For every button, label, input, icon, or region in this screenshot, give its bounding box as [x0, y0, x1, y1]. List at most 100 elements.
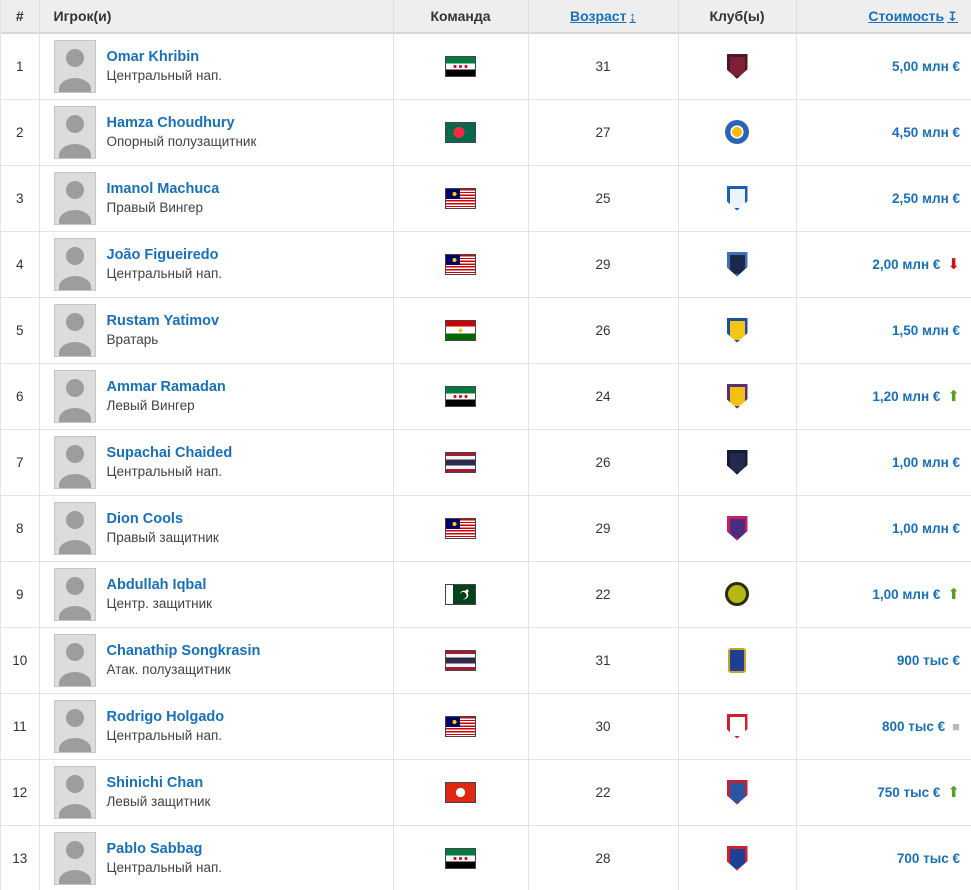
club-badge-icon[interactable] [726, 779, 748, 805]
player-photo[interactable] [53, 105, 96, 159]
player-name-link[interactable]: Ammar Ramadan [106, 379, 226, 395]
player-position: Центральный нап. [106, 860, 223, 875]
player-position: Левый защитник [106, 794, 211, 809]
club-cell [678, 495, 797, 562]
player-photo[interactable] [53, 501, 96, 555]
player-photo[interactable] [53, 369, 96, 423]
sort-updown-icon[interactable]: ↨ [629, 9, 636, 24]
age-value: 22 [595, 784, 611, 800]
malaysia-flag-icon[interactable] [445, 715, 476, 737]
avatar-head-shape [65, 840, 84, 859]
value-cell: 1,20 млн € ⬆ [796, 363, 971, 430]
player-position: Правый защитник [106, 530, 219, 545]
malaysia-flag-icon[interactable] [445, 187, 476, 209]
player-name-link[interactable]: Abdullah Iqbal [106, 577, 207, 593]
thailand-flag-icon[interactable] [445, 451, 476, 473]
player-photo[interactable] [53, 699, 96, 753]
player-name-link[interactable]: Rodrigo Holgado [106, 709, 225, 725]
club-cell [678, 99, 797, 166]
team-cell [393, 33, 529, 100]
age-cell: 28 [528, 825, 679, 890]
rank-number: 12 [12, 784, 28, 800]
club-badge-icon[interactable] [726, 53, 748, 79]
player-name-link[interactable]: Rustam Yatimov [106, 313, 220, 329]
player-name-link[interactable]: João Figueiredo [106, 247, 219, 263]
age-cell: 30 [528, 693, 679, 760]
player-position: Центральный нап. [106, 266, 223, 281]
age-value: 22 [595, 586, 611, 602]
player-cell: Ammar Ramadan Левый Вингер [39, 363, 394, 430]
malaysia-flag-icon[interactable] [445, 517, 476, 539]
player-photo[interactable] [53, 39, 96, 93]
player-name-link[interactable]: Imanol Machuca [106, 181, 220, 197]
syria-flag-icon[interactable] [445, 847, 476, 869]
club-badge-icon[interactable] [725, 582, 749, 606]
player-photo[interactable] [53, 171, 96, 225]
club-badge-icon[interactable] [726, 317, 748, 343]
header-value-sort-link[interactable]: Стоимость [868, 7, 945, 24]
player-photo[interactable] [53, 831, 96, 885]
age-value: 29 [595, 520, 611, 536]
club-cell [678, 165, 797, 232]
player-cell: Supachai Chaided Центральный нап. [39, 429, 394, 496]
player-position: Вратарь [106, 332, 159, 347]
player-name-link[interactable]: Hamza Choudhury [106, 115, 235, 131]
syria-flag-icon[interactable] [445, 385, 476, 407]
avatar-torso-shape [58, 605, 91, 620]
header-age-sort-link[interactable]: Возраст [570, 8, 627, 24]
age-cell: 22 [528, 561, 679, 628]
club-badge-icon[interactable] [726, 185, 748, 211]
player-cell: Rodrigo Holgado Центральный нап. [39, 693, 394, 760]
malaysia-flag-icon[interactable] [445, 253, 476, 275]
syria-flag-icon[interactable] [445, 55, 476, 77]
player-cell: João Figueiredo Центральный нап. [39, 231, 394, 298]
player-name-link[interactable]: Omar Khribin [106, 49, 200, 66]
tajikistan-flag-icon[interactable] [445, 319, 476, 341]
player-name-link[interactable]: Pablo Sabbag [106, 841, 203, 857]
player-photo[interactable] [53, 237, 96, 291]
value-cell: 5,00 млн € [796, 33, 971, 100]
club-badge-icon[interactable] [726, 449, 748, 475]
player-position: Центральный нап. [106, 464, 223, 479]
avatar-torso-shape [58, 869, 91, 884]
value-cell: 1,00 млн € ⬆ [796, 561, 971, 628]
club-cell [678, 759, 797, 826]
header-value-sort[interactable]: Стоимость ↧ [796, 0, 971, 34]
thailand-flag-icon[interactable] [445, 649, 476, 671]
club-badge-icon[interactable] [726, 251, 748, 277]
team-cell [393, 825, 529, 890]
table-row: 8 Dion Cools Правый защитник 29 [1, 495, 971, 562]
value-cell: 900 тыс € [796, 627, 971, 694]
hongkong-flag-icon[interactable] [445, 781, 476, 803]
age-value: 26 [595, 322, 611, 338]
team-cell [393, 693, 529, 760]
player-name-link[interactable]: Supachai Chaided [106, 445, 233, 461]
club-badge-icon[interactable] [726, 845, 748, 871]
club-badge-icon[interactable] [728, 647, 746, 673]
avatar-head-shape [65, 774, 84, 793]
player-photo[interactable] [53, 435, 96, 489]
bangladesh-flag-icon[interactable] [445, 121, 476, 143]
player-name-link[interactable]: Chanathip Songkrasin [106, 643, 261, 659]
table-row: 12 Shinichi Chan Левый защитник 22 [1, 759, 971, 826]
pakistan-flag-icon[interactable] [445, 583, 476, 605]
sort-down-icon[interactable]: ↧ [947, 8, 958, 24]
club-badge-icon[interactable] [725, 120, 749, 144]
player-photo[interactable] [53, 765, 96, 819]
header-age-sort[interactable]: Возраст ↨ [528, 0, 679, 34]
club-badge-icon[interactable] [726, 515, 748, 541]
player-photo[interactable] [53, 303, 96, 357]
player-name-link[interactable]: Shinichi Chan [106, 775, 204, 791]
market-value: 900 тыс € [896, 652, 960, 668]
age-value: 31 [595, 652, 611, 668]
player-name-link[interactable]: Dion Cools [106, 511, 184, 527]
market-value: 750 тыс € [877, 784, 941, 800]
club-badge-icon[interactable] [726, 383, 748, 409]
market-value: 800 тыс € [881, 718, 946, 734]
club-badge-icon[interactable] [726, 713, 748, 739]
player-photo[interactable] [53, 633, 96, 687]
team-cell [393, 429, 529, 496]
player-photo[interactable] [53, 567, 96, 621]
player-position: Атак. полузащитник [106, 662, 231, 677]
